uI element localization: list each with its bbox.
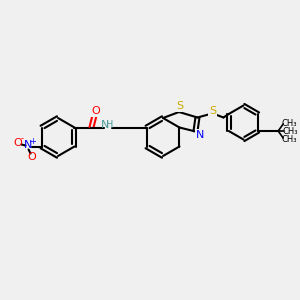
Text: H: H [106,121,113,130]
Text: +: + [29,137,36,146]
Text: CH₃: CH₃ [281,118,297,127]
Text: O: O [91,106,100,116]
Text: N: N [101,121,110,130]
Text: O: O [13,139,22,148]
Text: O: O [27,152,36,163]
Text: S: S [176,101,184,111]
Text: CH₃: CH₃ [281,134,297,143]
Text: -: - [21,134,24,143]
Text: N: N [24,140,33,151]
Text: CH₃: CH₃ [282,127,298,136]
Text: S: S [209,106,216,116]
Text: N: N [196,130,205,140]
